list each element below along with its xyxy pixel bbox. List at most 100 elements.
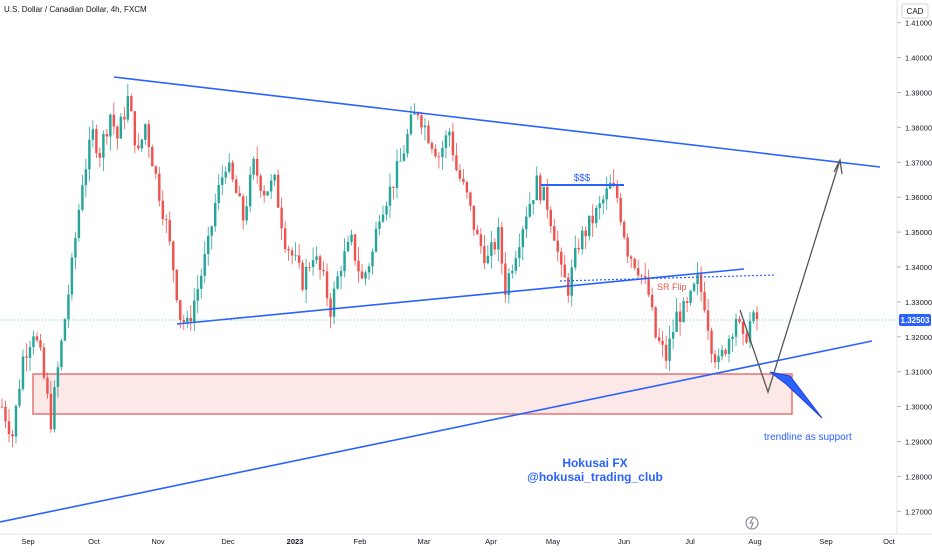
candle-body (53, 386, 56, 430)
sr-flip-dotted-line[interactable] (559, 274, 777, 282)
y-tick-label: 1.40000 (905, 54, 932, 63)
candle-body (63, 319, 67, 341)
equal-highs-label: $$$ (574, 173, 591, 184)
candle-body (168, 220, 172, 242)
candle-body (147, 124, 151, 148)
candle-body (727, 338, 731, 354)
candle-body (563, 264, 566, 278)
lower-trendline[interactable] (0, 340, 873, 523)
candle-body (469, 192, 472, 206)
candle-body (56, 367, 60, 387)
candle-body (514, 258, 518, 271)
candle-body (546, 186, 549, 210)
candle-body (724, 349, 727, 354)
currency-box[interactable] (901, 3, 929, 19)
candle-body (622, 222, 626, 238)
candle-body (158, 173, 161, 201)
x-tick-label: 2023 (287, 537, 304, 546)
candle-body (42, 347, 46, 378)
candle-body (49, 393, 53, 430)
candle-body (685, 301, 689, 303)
candle-body (374, 228, 378, 252)
candle-body (70, 257, 74, 295)
candle-body (601, 199, 605, 204)
candle-body (238, 193, 241, 197)
candle-body (220, 177, 224, 185)
candle-body (241, 196, 245, 221)
candle-body (137, 145, 140, 149)
time-axis[interactable]: Sep Oct Nov Dec 2023 Feb Mar Apr May Jun Jul Aug Sep… (21, 537, 895, 546)
candle-body (227, 162, 231, 172)
candle-body (371, 251, 374, 267)
y-tick-label: 1.32000 (905, 333, 932, 342)
candle-body (280, 207, 283, 229)
candle-body (605, 188, 608, 200)
x-tick-label: May (546, 537, 560, 546)
projection-path[interactable] (739, 159, 841, 395)
candle-body (7, 421, 11, 435)
candle-body (39, 340, 42, 348)
x-tick-label: Nov (151, 537, 165, 546)
candle-body (497, 227, 500, 250)
price-axis[interactable]: 1.41000 1.40000 1.39000 1.38000 1.37000 1.360… (897, 19, 932, 517)
candle-body (581, 230, 584, 250)
candle-body (752, 312, 755, 322)
candle-body (741, 321, 745, 334)
candle-body (318, 256, 322, 270)
candle-body (364, 272, 367, 279)
candle-body (745, 333, 748, 343)
candle-body (343, 251, 346, 272)
candle-body (654, 307, 657, 338)
candle-body (427, 125, 430, 143)
lightning-icon[interactable] (745, 516, 759, 530)
candle-body (657, 337, 661, 341)
x-tick-label: Oct (883, 537, 896, 546)
candle-body (4, 406, 7, 422)
candle-body (175, 269, 178, 301)
candle-body (98, 153, 102, 158)
candle-body (626, 237, 629, 257)
candle-body (84, 169, 88, 186)
candle-body (329, 298, 332, 317)
candle-body (332, 288, 336, 317)
candle-body (678, 311, 682, 322)
callout-arrow[interactable] (769, 371, 823, 419)
candle-body (584, 230, 587, 237)
candle-body (130, 96, 133, 112)
candle-body (172, 241, 175, 270)
y-tick-label: 1.41000 (905, 19, 932, 28)
candle-body (748, 321, 752, 343)
candle-body (710, 330, 713, 355)
candle-body (234, 179, 238, 194)
y-tick-label: 1.31000 (905, 368, 932, 377)
support-zone[interactable] (32, 373, 793, 415)
price-badge (899, 314, 931, 326)
middle-trendline[interactable] (176, 268, 745, 325)
candle-body (629, 256, 633, 259)
candle-body (486, 255, 490, 264)
candle-body (252, 158, 255, 175)
candle-body (650, 294, 654, 308)
candle-body (123, 116, 126, 120)
candle-body (346, 241, 350, 252)
candle-body (594, 208, 598, 224)
upper-trendline[interactable] (113, 76, 881, 168)
candle-body (304, 266, 308, 290)
candle-body (560, 251, 563, 265)
candle-body (462, 178, 465, 183)
candle-body (276, 174, 280, 208)
candle-body (0, 406, 4, 408)
candle-body (542, 186, 546, 201)
x-tick-label: Sep (819, 537, 832, 546)
candle-body (381, 214, 385, 222)
candle-body (511, 270, 514, 274)
candle-body (283, 228, 287, 249)
candle-body (210, 226, 213, 236)
candle-body (416, 113, 420, 116)
candle-body (46, 377, 49, 394)
candle-body (423, 125, 427, 128)
candle-body (112, 114, 116, 127)
lightning-glyph (749, 517, 754, 529)
